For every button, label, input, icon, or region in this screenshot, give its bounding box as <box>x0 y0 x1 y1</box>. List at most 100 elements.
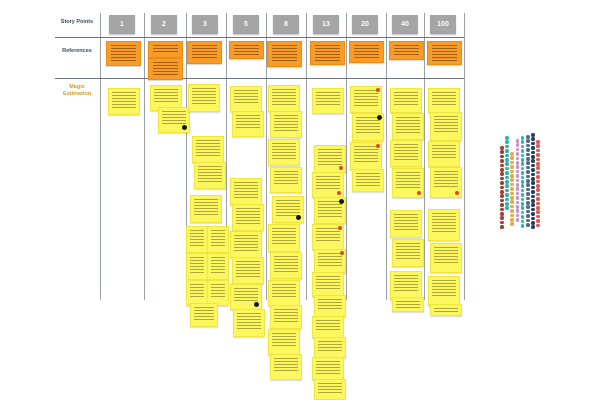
vote-dot[interactable] <box>531 190 535 194</box>
vote-dot[interactable] <box>500 194 504 198</box>
sticky-note[interactable] <box>314 197 346 224</box>
vote-dot[interactable] <box>500 207 504 212</box>
story-point-card[interactable]: 5 <box>233 15 259 34</box>
vote-dot[interactable] <box>505 162 509 166</box>
sticky-note[interactable] <box>150 85 182 111</box>
reference-note[interactable] <box>310 41 345 65</box>
vote-dot[interactable] <box>510 174 514 178</box>
vote-dot[interactable] <box>510 160 514 165</box>
vote-dot[interactable] <box>536 206 540 210</box>
marker-dot[interactable] <box>339 199 344 204</box>
sticky-note[interactable] <box>392 113 424 140</box>
sticky-note[interactable] <box>312 316 344 338</box>
vote-dot[interactable] <box>500 146 504 150</box>
vote-dot[interactable] <box>536 166 540 170</box>
reference-note[interactable] <box>187 41 222 64</box>
vote-dot[interactable] <box>500 168 504 172</box>
vote-dot[interactable] <box>500 150 504 154</box>
vote-dot[interactable] <box>520 215 525 219</box>
sticky-note[interactable] <box>268 224 300 252</box>
vote-dot[interactable] <box>500 163 504 168</box>
vote-dot[interactable] <box>500 220 504 225</box>
sticky-note[interactable] <box>428 88 460 113</box>
vote-dot[interactable] <box>526 165 530 170</box>
vote-dot[interactable] <box>531 216 535 221</box>
sticky-note[interactable] <box>268 139 300 166</box>
vote-dot[interactable] <box>515 213 520 218</box>
vote-dot[interactable] <box>531 133 535 137</box>
vote-dot[interactable] <box>531 212 535 216</box>
vote-dot[interactable] <box>536 219 540 223</box>
sticky-note[interactable] <box>312 357 344 380</box>
vote-dot[interactable] <box>526 161 530 165</box>
sticky-note[interactable] <box>207 253 229 280</box>
reference-note[interactable] <box>229 41 264 59</box>
vote-dot[interactable] <box>515 161 520 165</box>
sticky-note[interactable] <box>270 111 302 138</box>
sticky-note[interactable] <box>270 305 302 329</box>
sticky-note[interactable] <box>430 304 462 316</box>
vote-dot[interactable] <box>526 201 530 205</box>
vote-dot[interactable] <box>526 183 530 187</box>
sticky-note[interactable] <box>190 195 222 223</box>
sticky-note[interactable] <box>230 231 262 258</box>
vote-dot[interactable] <box>515 200 520 205</box>
vote-dot[interactable] <box>520 210 525 215</box>
vote-dot[interactable] <box>510 200 514 204</box>
vote-dot[interactable] <box>520 224 525 228</box>
vote-dot[interactable] <box>526 179 530 183</box>
marker-dot[interactable] <box>340 251 344 255</box>
vote-dot[interactable] <box>510 178 514 182</box>
sticky-note[interactable] <box>392 239 424 267</box>
vote-dot[interactable] <box>510 187 514 191</box>
vote-dot[interactable] <box>500 154 504 159</box>
vote-dot[interactable] <box>505 158 509 162</box>
story-point-card[interactable]: 8 <box>273 15 299 34</box>
sticky-note[interactable] <box>207 280 229 306</box>
reference-note[interactable] <box>106 41 141 66</box>
vote-dot[interactable] <box>526 187 530 192</box>
vote-dot[interactable] <box>536 170 540 175</box>
marker-dot[interactable] <box>296 215 301 220</box>
vote-dot[interactable] <box>531 199 535 203</box>
vote-dot[interactable] <box>526 152 530 157</box>
vote-dot[interactable] <box>531 141 535 146</box>
marker-dot[interactable] <box>338 226 342 230</box>
reference-note[interactable] <box>267 41 302 67</box>
vote-dot[interactable] <box>536 162 540 166</box>
vote-dot[interactable] <box>520 202 525 206</box>
vote-dot[interactable] <box>510 213 514 218</box>
vote-dot[interactable] <box>505 180 509 184</box>
sticky-note[interactable] <box>312 172 344 198</box>
vote-dot[interactable] <box>510 191 514 196</box>
vote-dot[interactable] <box>520 162 525 166</box>
vote-dot[interactable] <box>510 152 514 156</box>
vote-dot[interactable] <box>526 214 530 218</box>
sticky-note[interactable] <box>270 252 302 279</box>
vote-dot[interactable] <box>526 223 530 227</box>
vote-dot[interactable] <box>531 150 535 155</box>
vote-dot[interactable] <box>531 155 535 159</box>
vote-dot[interactable] <box>526 139 530 143</box>
vote-dot[interactable] <box>536 184 540 188</box>
vote-dot[interactable] <box>531 207 535 212</box>
story-point-card[interactable]: 13 <box>313 15 339 34</box>
sticky-note[interactable] <box>230 284 262 310</box>
vote-dot[interactable] <box>500 198 504 203</box>
vote-dot[interactable] <box>536 144 540 148</box>
vote-dot[interactable] <box>531 181 535 185</box>
marker-dot[interactable] <box>376 144 380 148</box>
vote-dot[interactable] <box>515 174 520 178</box>
vote-dot[interactable] <box>515 143 520 147</box>
vote-dot[interactable] <box>526 174 530 179</box>
vote-dot[interactable] <box>500 181 504 185</box>
vote-dot[interactable] <box>515 209 520 213</box>
vote-dot[interactable] <box>515 147 520 152</box>
sticky-note[interactable] <box>268 85 300 112</box>
vote-dot[interactable] <box>500 185 504 190</box>
vote-dot[interactable] <box>536 179 540 184</box>
sticky-note[interactable] <box>232 257 264 284</box>
sticky-note[interactable] <box>430 243 462 273</box>
vote-dot[interactable] <box>520 188 525 193</box>
